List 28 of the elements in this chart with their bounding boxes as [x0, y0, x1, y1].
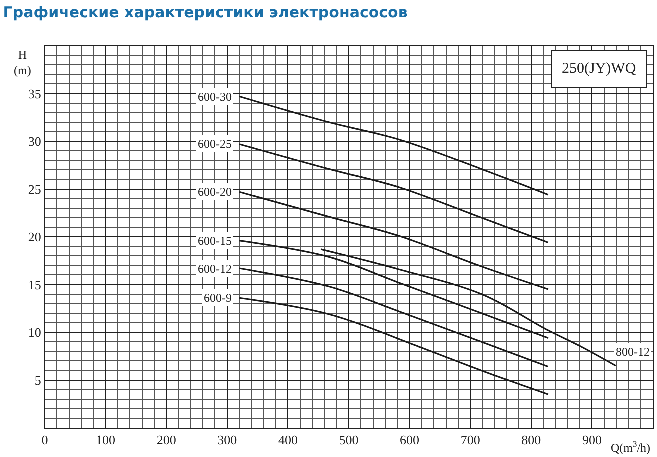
x-tick-label: 0 [42, 432, 48, 448]
series-label: 600-15 [198, 234, 232, 248]
x-tick-label: 700 [460, 432, 480, 448]
x-tick-label: 500 [339, 432, 359, 448]
y-tick-label: 25 [28, 182, 42, 197]
x-tick-label: 900 [582, 432, 602, 448]
annotation: 250(JY)WQ [562, 61, 636, 77]
series-label: 600-25 [198, 137, 232, 151]
x-tick-label: 200 [156, 432, 176, 448]
series-label: 600-12 [198, 262, 232, 276]
y-tick-label: 30 [28, 134, 42, 150]
x-tick-label: 300 [218, 432, 238, 448]
series-label: 600-20 [198, 185, 232, 199]
chart-title: Графические характеристики электронасосов [3, 3, 408, 22]
y-tick-label: 20 [28, 230, 42, 245]
y-axis-title: H (m) [14, 48, 32, 78]
series-label: 600-30 [198, 90, 232, 104]
y-tick-label: 5 [34, 372, 42, 388]
x-tick-label: 800 [522, 432, 542, 448]
x-tick-label: 100 [96, 432, 116, 448]
x-tick-label: 600 [400, 432, 420, 448]
y-tick-label: 15 [28, 277, 42, 292]
y-tick-label: 10 [28, 325, 42, 340]
series-label: 800-12 [616, 345, 650, 359]
x-axis-title: Q(m$^{3}$/h) [611, 440, 651, 456]
x-tick-label: 400 [278, 432, 298, 448]
y-tick-label: 35 [28, 86, 42, 102]
series-label: 600-9 [204, 291, 232, 305]
